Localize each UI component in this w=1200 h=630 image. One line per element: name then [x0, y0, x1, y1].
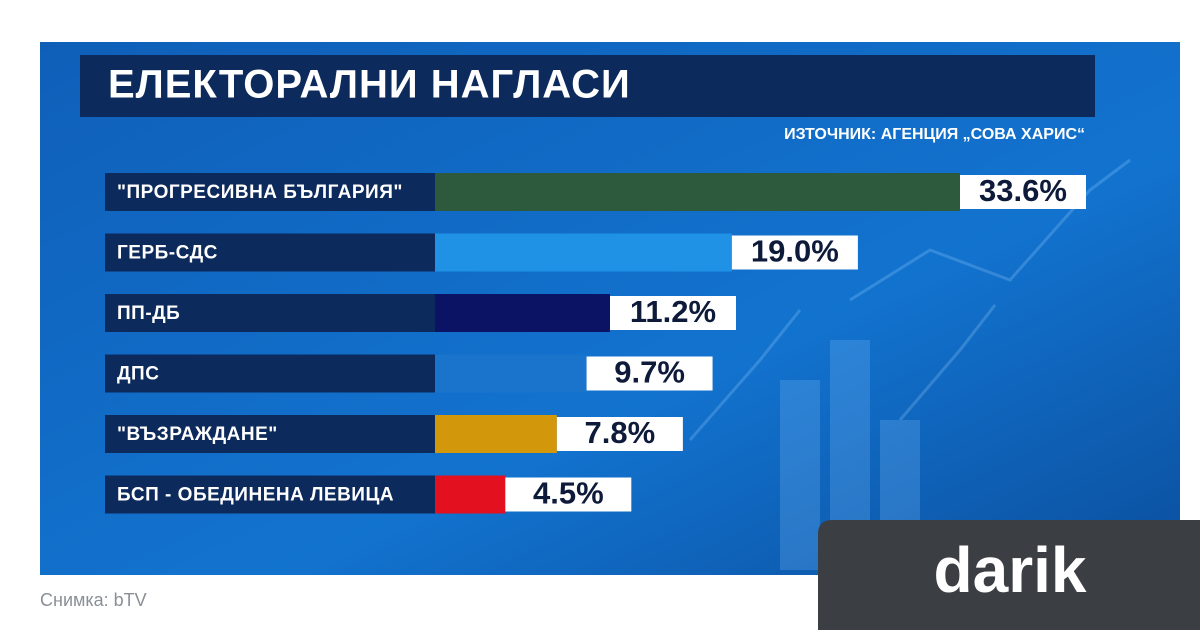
value-label: 9.7%	[614, 355, 685, 390]
category-box	[105, 354, 435, 393]
bar	[435, 173, 960, 211]
chart-title: ЕЛЕКТОРАЛНИ НАГЛАСИ	[108, 63, 631, 107]
category-label: ПП-ДБ	[117, 303, 180, 324]
value-label: 7.8%	[585, 415, 656, 450]
category-label: ГЕРБ-СДС	[117, 243, 218, 264]
value-box	[610, 296, 736, 330]
value-label: 19.0%	[751, 234, 839, 269]
value-label: 33.6%	[979, 173, 1067, 208]
category-box	[105, 475, 435, 514]
category-label: "ВЪЗРАЖДАНЕ"	[117, 424, 278, 445]
category-box	[105, 173, 435, 211]
value-box	[505, 477, 632, 512]
photo-credit: Снимка: bTV	[40, 590, 147, 610]
bar	[435, 233, 732, 272]
category-label: БСП - ОБЕДИНЕНА ЛЕВИЦА	[117, 485, 394, 506]
value-label: 11.2%	[630, 294, 716, 329]
source: ИЗТОЧНИК: АГЕНЦИЯ „СОВА ХАРИС“	[784, 126, 1085, 143]
logo-box	[818, 520, 1200, 630]
category-box	[105, 233, 435, 272]
title-bar	[80, 55, 1095, 117]
category-label: "ПРОГРЕСИВНА БЪЛГАРИЯ"	[117, 182, 403, 203]
value-label: 4.5%	[533, 476, 604, 511]
value-box	[556, 417, 683, 451]
value-box	[586, 356, 713, 391]
value-box	[731, 235, 858, 270]
bar	[435, 415, 557, 453]
category-box	[105, 415, 435, 453]
bar	[435, 354, 587, 393]
bar	[435, 294, 610, 332]
logo: darik	[934, 534, 1087, 606]
category-box	[105, 294, 435, 332]
category-label: ДПС	[117, 364, 159, 385]
bar	[435, 475, 506, 514]
value-box	[960, 175, 1086, 209]
bars: "ПРОГРЕСИВНА БЪЛГАРИЯ" 33.6% ГЕРБ-СДС 19.0%…	[105, 173, 1086, 514]
